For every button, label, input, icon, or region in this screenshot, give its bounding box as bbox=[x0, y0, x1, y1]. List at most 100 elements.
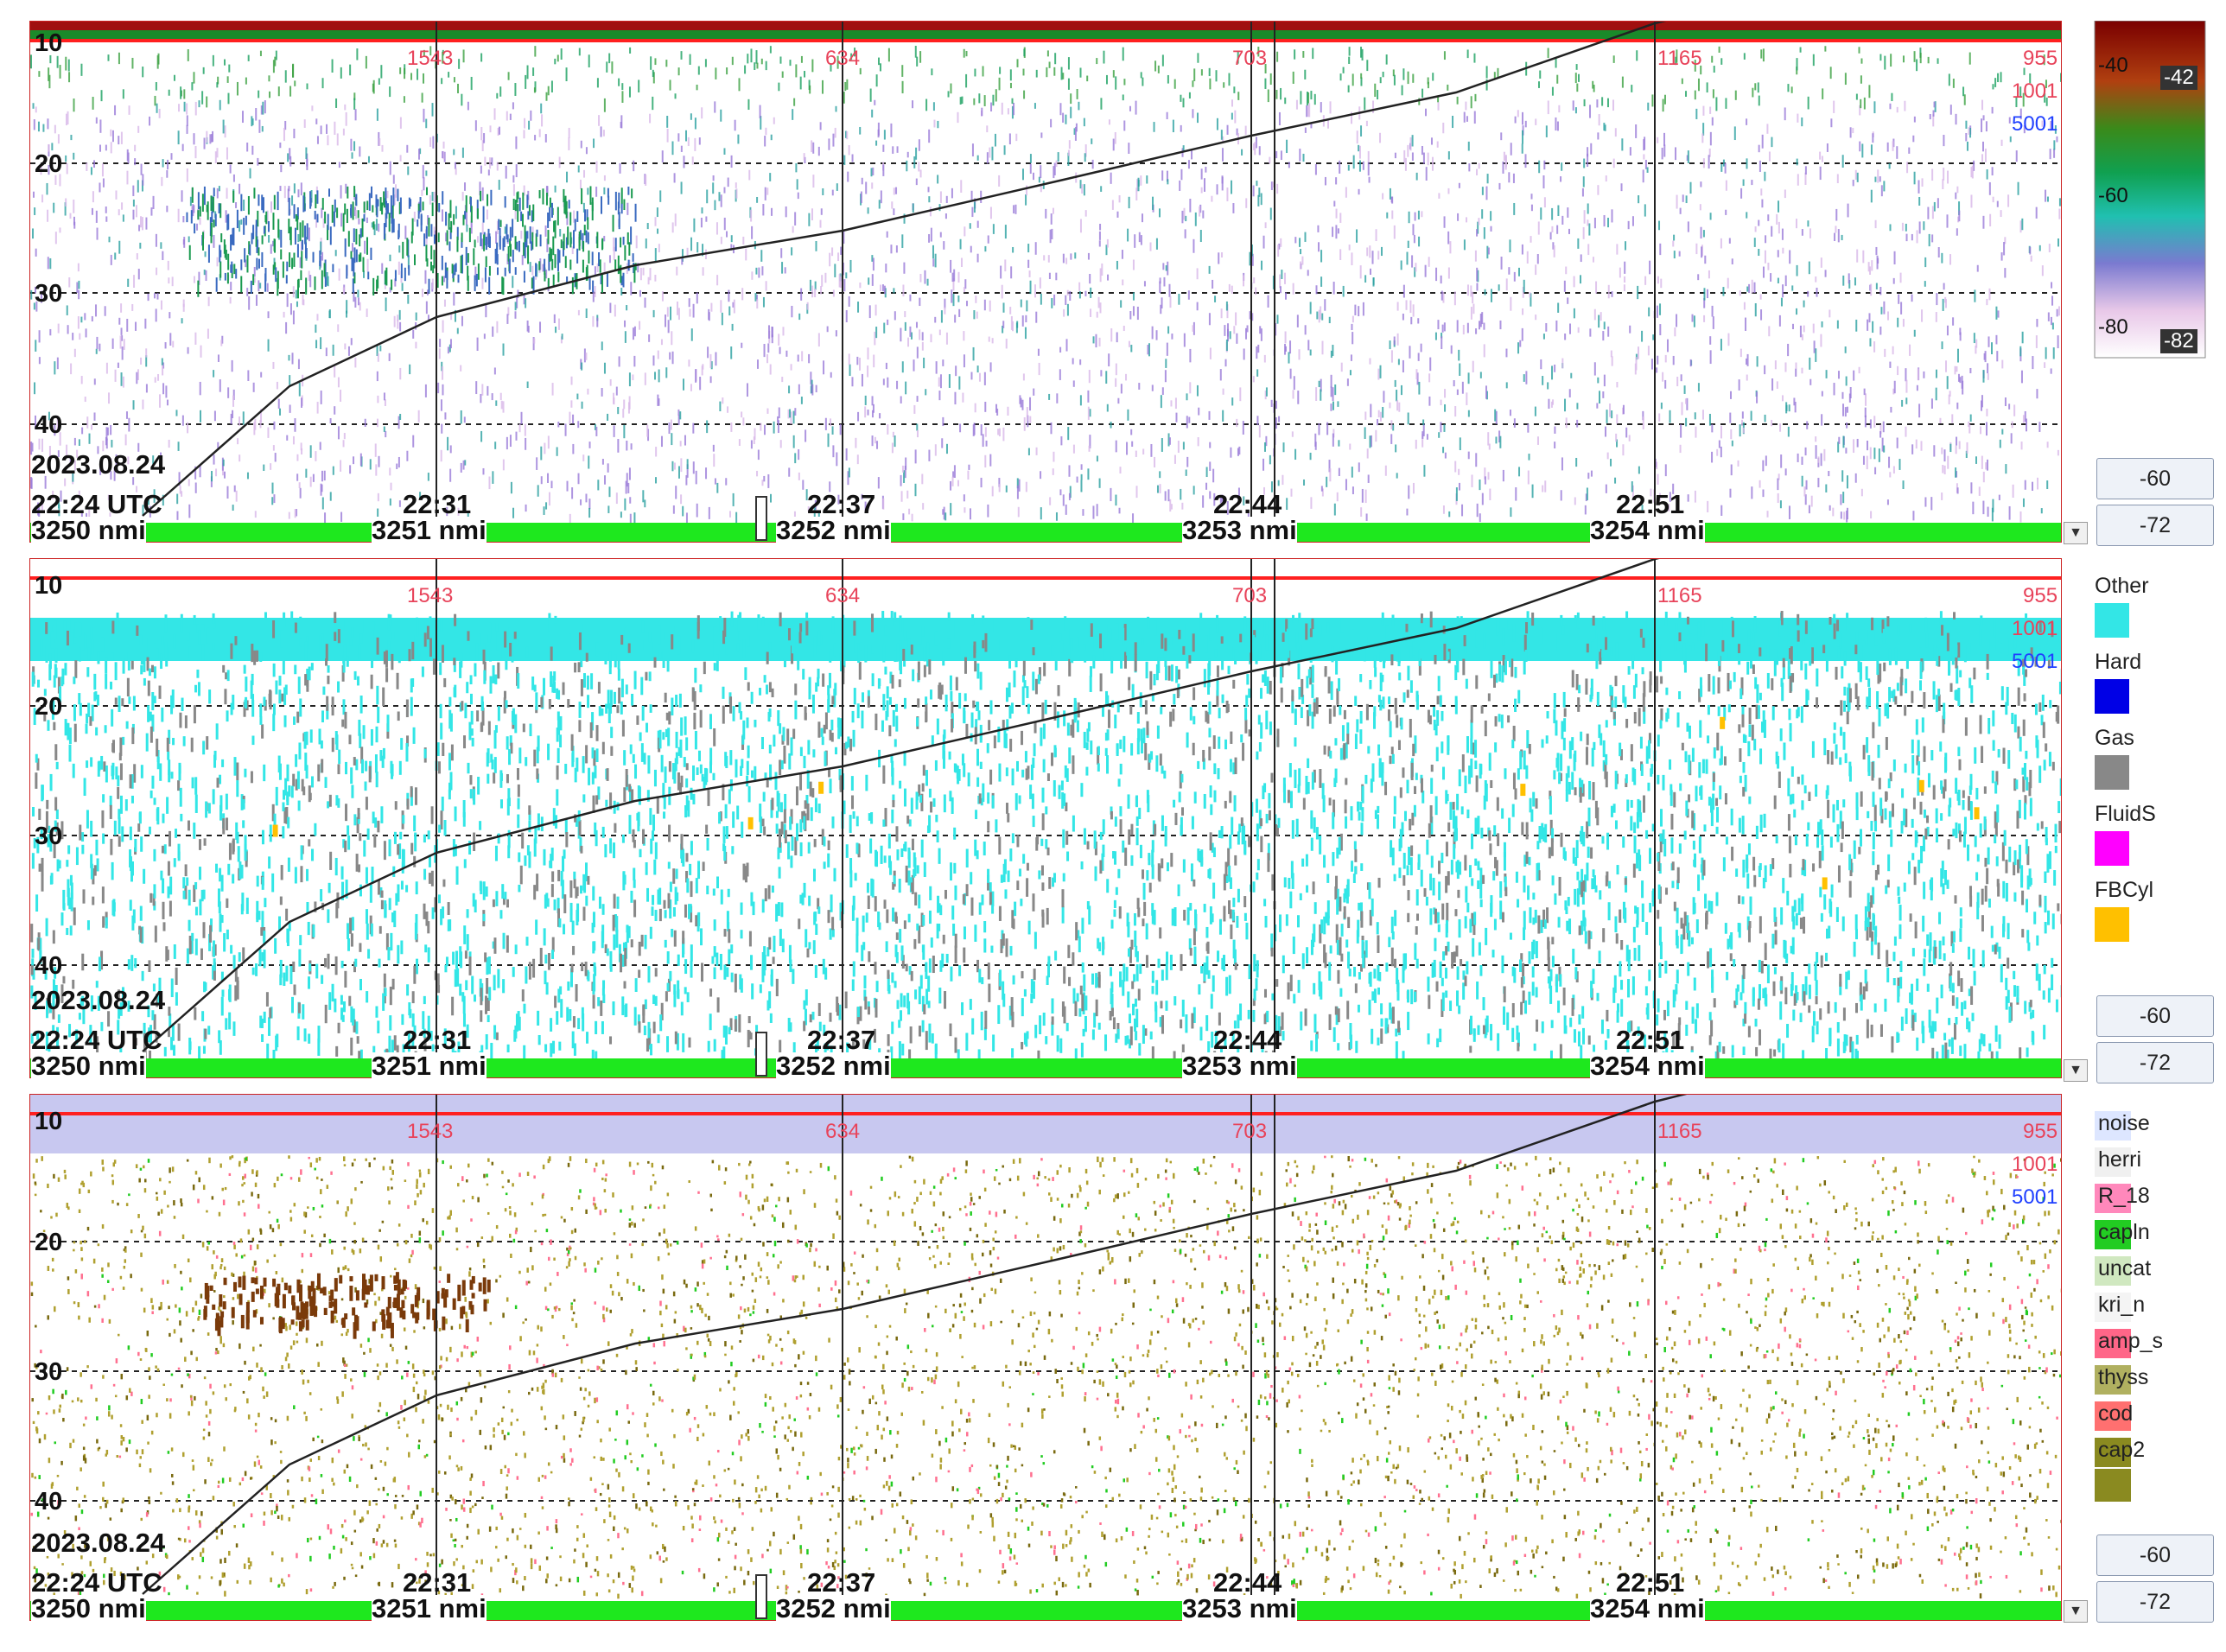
panel2-threshold-lower-button[interactable]: -72 bbox=[2096, 1042, 2214, 1083]
legend-species-label: uncat bbox=[2098, 1256, 2152, 1280]
echogram-category-canvas[interactable] bbox=[30, 559, 2061, 1077]
panel3-scroll-down-icon[interactable]: ▼ bbox=[2064, 1600, 2088, 1623]
time-tick-label: 22:51 bbox=[1616, 1567, 1685, 1598]
track-annotation: 955 bbox=[2023, 47, 2058, 70]
track-annotation: 5001 bbox=[2012, 112, 2058, 136]
depth-label: 10 bbox=[35, 572, 63, 600]
legend-species-swatch bbox=[2095, 1438, 2131, 1467]
colorbar-label-40: -40 bbox=[2098, 54, 2128, 77]
depth-label: 20 bbox=[35, 1229, 63, 1256]
time-tick-label: 22:51 bbox=[1616, 489, 1685, 519]
track-annotation: 5001 bbox=[2012, 650, 2058, 673]
legend-species-label: thyss bbox=[2098, 1365, 2149, 1389]
legend-category-label: FBCyl bbox=[2095, 878, 2154, 902]
distance-tick-label: 3253 nmi bbox=[1182, 515, 1297, 545]
distance-tick-label: 3251 nmi bbox=[372, 1593, 487, 1623]
date-label: 2023.08.24 bbox=[31, 985, 166, 1015]
legend-species-label: R_18 bbox=[2098, 1184, 2150, 1208]
track-annotation: 634 bbox=[825, 584, 861, 607]
legend-species-swatch bbox=[2095, 1220, 2131, 1249]
legend-species-label: cod bbox=[2098, 1401, 2134, 1426]
start-time-label: 22:24 UTC bbox=[31, 1567, 162, 1598]
depth-label: 40 bbox=[35, 411, 63, 439]
distance-tick-label: 3254 nmi bbox=[1590, 1593, 1705, 1623]
colorbar-label-80: -80 bbox=[2098, 315, 2128, 339]
panel2-threshold-upper-button[interactable]: -60 bbox=[2096, 995, 2214, 1037]
distance-tick-label: 3250 nmi bbox=[31, 515, 146, 545]
track-annotation: 1001 bbox=[2012, 617, 2058, 640]
legend-category-swatch bbox=[2095, 907, 2129, 942]
colorbar-lower-bound[interactable]: -82 bbox=[2160, 329, 2197, 353]
legend-species-label: kri_n bbox=[2098, 1293, 2146, 1317]
track-annotation: 1165 bbox=[1657, 1120, 1702, 1143]
depth-label: 40 bbox=[35, 1488, 63, 1515]
legend-category-swatch bbox=[2095, 831, 2129, 866]
legend-category-label: Other bbox=[2095, 574, 2149, 598]
legend-species-swatch bbox=[2095, 1256, 2131, 1286]
legend-species-swatch bbox=[2095, 1184, 2131, 1213]
legend-species-label: amp_s bbox=[2098, 1329, 2164, 1353]
time-tick-label: 22:31 bbox=[403, 1567, 472, 1598]
track-annotation: 703 bbox=[1232, 47, 1268, 70]
distance-tick-label: 3251 nmi bbox=[372, 515, 487, 545]
depth-label: 20 bbox=[35, 150, 63, 178]
legend-category-label: Hard bbox=[2095, 650, 2142, 674]
colorbar-upper-bound[interactable]: -42 bbox=[2160, 66, 2197, 90]
legend-category-label: Gas bbox=[2095, 726, 2134, 750]
panel1-threshold-upper-button[interactable]: -60 bbox=[2096, 458, 2214, 499]
track-annotation: 1543 bbox=[407, 584, 454, 607]
echogram-sv-panel[interactable] bbox=[29, 21, 2062, 543]
date-label: 2023.08.24 bbox=[31, 1528, 166, 1558]
time-tick-label: 22:44 bbox=[1213, 1025, 1282, 1055]
legend-category-label: FluidS bbox=[2095, 802, 2156, 826]
time-tick-label: 22:44 bbox=[1213, 1567, 1282, 1598]
distance-tick-label: 3254 nmi bbox=[1590, 515, 1705, 545]
distance-tick-label: 3253 nmi bbox=[1182, 1051, 1297, 1081]
legend-species-swatch bbox=[2095, 1329, 2131, 1358]
legend-species-label: cap2 bbox=[2098, 1438, 2146, 1462]
legend-species-swatch bbox=[2095, 1401, 2131, 1431]
track-annotation: 1165 bbox=[1657, 47, 1702, 70]
echogram-category-panel[interactable] bbox=[29, 558, 2062, 1078]
panel1-threshold-lower-button[interactable]: -72 bbox=[2096, 505, 2214, 546]
panel3-threshold-upper-button[interactable]: -60 bbox=[2096, 1534, 2214, 1576]
legend-category-swatch bbox=[2095, 679, 2129, 714]
legend-species-swatch bbox=[2095, 1111, 2131, 1141]
track-annotation: 634 bbox=[825, 47, 861, 70]
legend-species-extra-swatch bbox=[2095, 1469, 2131, 1502]
track-annotation: 955 bbox=[2023, 584, 2058, 607]
echogram-species-panel[interactable] bbox=[29, 1094, 2062, 1621]
legend-category-swatch bbox=[2095, 603, 2129, 638]
time-tick-label: 22:51 bbox=[1616, 1025, 1685, 1055]
track-annotation: 5001 bbox=[2012, 1185, 2058, 1209]
colorbar-label-60: -60 bbox=[2098, 184, 2128, 207]
track-annotation: 955 bbox=[2023, 1120, 2058, 1143]
panel3-threshold-lower-button[interactable]: -72 bbox=[2096, 1581, 2214, 1623]
start-time-label: 22:24 UTC bbox=[31, 489, 162, 519]
distance-tick-label: 3252 nmi bbox=[776, 515, 891, 545]
time-tick-label: 22:37 bbox=[807, 489, 876, 519]
distance-tick-label: 3252 nmi bbox=[776, 1051, 891, 1081]
track-annotation: 1543 bbox=[407, 47, 454, 70]
distance-tick-label: 3250 nmi bbox=[31, 1051, 146, 1081]
depth-label: 30 bbox=[35, 1358, 63, 1386]
track-annotation: 1001 bbox=[2012, 1153, 2058, 1176]
echogram-species-canvas[interactable] bbox=[30, 1095, 2061, 1620]
echogram-sv-canvas[interactable] bbox=[30, 22, 2061, 542]
depth-label: 10 bbox=[35, 29, 63, 57]
distance-tick-label: 3252 nmi bbox=[776, 1593, 891, 1623]
legend-species-label: capln bbox=[2098, 1220, 2150, 1244]
depth-label: 10 bbox=[35, 1108, 63, 1135]
time-tick-label: 22:37 bbox=[807, 1025, 876, 1055]
date-label: 2023.08.24 bbox=[31, 449, 166, 480]
track-annotation: 703 bbox=[1232, 1120, 1268, 1143]
legend-species-label: herri bbox=[2098, 1147, 2142, 1172]
legend-species-swatch bbox=[2095, 1293, 2131, 1322]
time-tick-label: 22:31 bbox=[403, 489, 472, 519]
panel1-scroll-down-icon[interactable]: ▼ bbox=[2064, 522, 2088, 544]
depth-label: 30 bbox=[35, 280, 63, 308]
track-annotation: 703 bbox=[1232, 584, 1268, 607]
legend-category-swatch bbox=[2095, 755, 2129, 790]
panel2-scroll-down-icon[interactable]: ▼ bbox=[2064, 1059, 2088, 1082]
time-tick-label: 22:37 bbox=[807, 1567, 876, 1598]
